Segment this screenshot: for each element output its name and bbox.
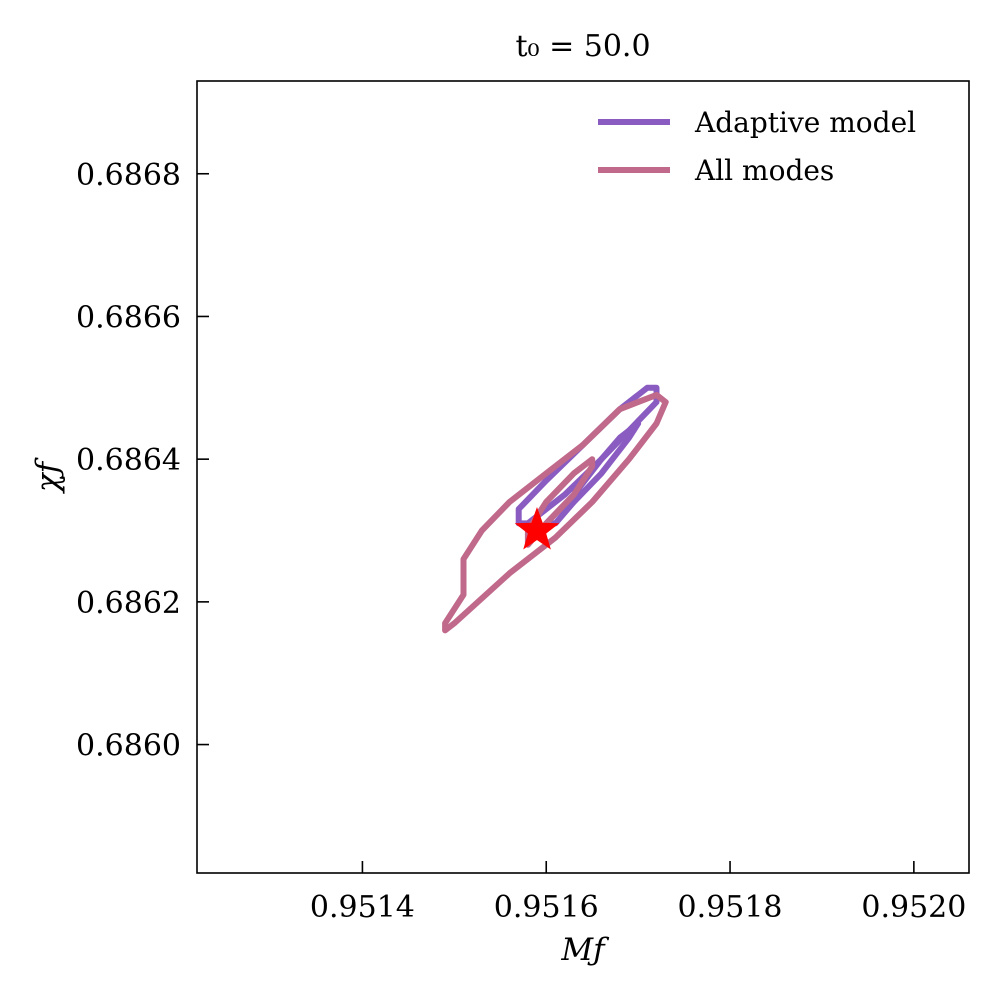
- legend-label-adaptive-model: Adaptive model: [694, 106, 916, 139]
- y-tick-label: 0.6864: [76, 443, 181, 478]
- y-axis: 0.6860 0.6862 0.6864 0.6866 0.6868: [76, 158, 209, 764]
- plot-frame: [196, 80, 970, 874]
- x-axis-label: Mƒ: [560, 932, 610, 968]
- x-tick-label: 0.9518: [678, 890, 783, 925]
- y-axis-label: χƒ: [30, 456, 66, 494]
- y-tick-label: 0.6868: [76, 158, 181, 193]
- x-tick-label: 0.9516: [494, 890, 599, 925]
- marker-layer: [514, 507, 560, 550]
- legend-label-all-modes: All modes: [694, 154, 834, 187]
- x-tick-label: 0.9520: [861, 890, 966, 925]
- true-value-star-marker: [514, 507, 560, 550]
- legend: Adaptive model All modes: [598, 106, 916, 187]
- y-tick-label: 0.6866: [76, 300, 181, 335]
- x-tick-label: 0.9514: [310, 890, 415, 925]
- x-axis: 0.9514 0.9516 0.9518 0.9520: [310, 861, 966, 925]
- chart-title: t₀ = 50.0: [515, 29, 650, 64]
- y-tick-label: 0.6860: [76, 729, 181, 764]
- contour-all-modes-0: [442, 391, 669, 634]
- y-tick-label: 0.6862: [76, 586, 181, 621]
